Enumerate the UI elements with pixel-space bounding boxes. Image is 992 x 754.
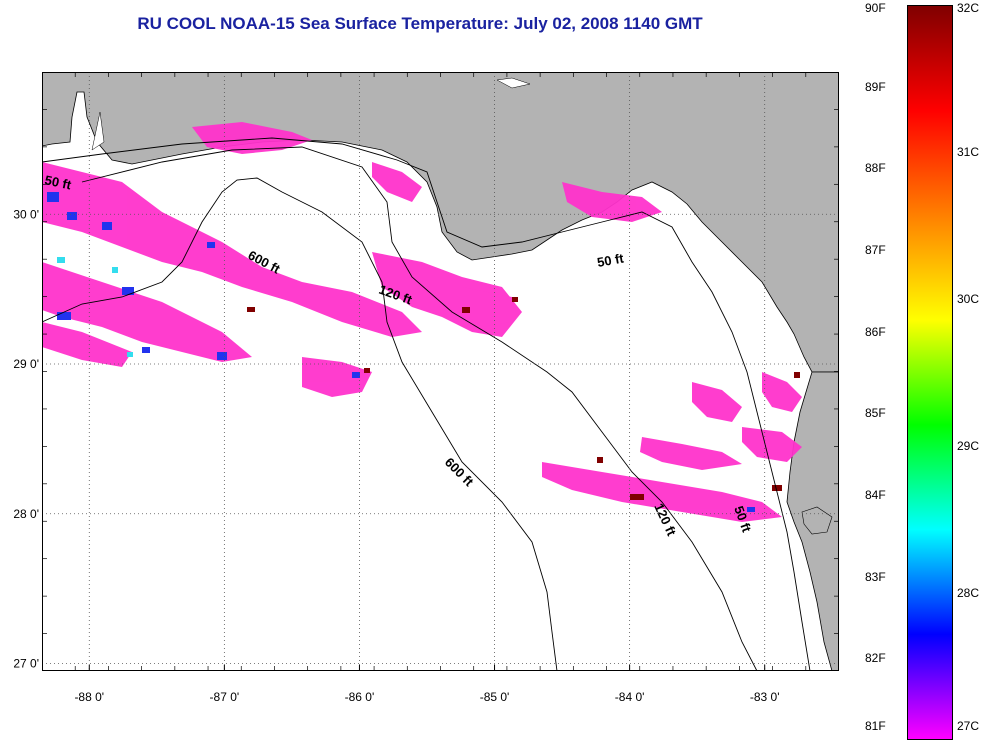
colorbar-f-label: 87F bbox=[865, 243, 886, 257]
isobath-contours bbox=[42, 137, 811, 671]
colorbar-gradient bbox=[907, 5, 953, 740]
contour-600ft bbox=[42, 177, 558, 671]
contour-label: 50 ft bbox=[596, 250, 626, 270]
lat-tick-label: 27 0' bbox=[13, 657, 39, 671]
colorbar-c-label: 29C bbox=[957, 439, 980, 453]
lat-tick-label: 28 0' bbox=[13, 507, 39, 521]
colorbar-f-label: 88F bbox=[865, 161, 886, 176]
contour-120ft bbox=[81, 146, 758, 671]
colorbar-f-label: 85F bbox=[865, 406, 886, 421]
lon-tick-label: -83 0' bbox=[750, 690, 780, 704]
colorbar-f-label: 82F bbox=[865, 651, 886, 666]
colorbar: 90F 89F 88F 87F 86F 85F 84F 83F 82F 81F 32C 31C 30C 2… bbox=[865, 1, 979, 740]
colorbar-f-label: 81F bbox=[865, 719, 886, 733]
chart-title: RU COOL NOAA-15 Sea Surface Temperature:… bbox=[137, 14, 703, 33]
contour-label: 50 ft bbox=[43, 172, 73, 192]
lat-tick-label: 30 0' bbox=[13, 207, 39, 221]
lon-tick-label: -84 0' bbox=[615, 690, 645, 704]
sst-cool-pixels bbox=[47, 192, 755, 512]
contour-50ft bbox=[42, 137, 811, 671]
colorbar-f-label: 90F bbox=[865, 1, 886, 15]
map-frame bbox=[42, 72, 839, 671]
lon-tick-label: -87 0' bbox=[210, 690, 240, 704]
colorbar-f-label: 86F bbox=[865, 324, 886, 339]
sst-map: 50 ft 600 ft 120 ft 50 ft 600 ft 120 ft … bbox=[42, 72, 839, 671]
lon-tick-label: -88 0' bbox=[74, 690, 104, 704]
colorbar-c-label: 32C bbox=[957, 1, 980, 15]
colorbar-c-label: 27C bbox=[957, 719, 980, 733]
land-island bbox=[801, 506, 833, 535]
colorbar-c-label: 31C bbox=[957, 145, 980, 159]
colorbar-f-label: 83F bbox=[865, 569, 886, 584]
sst-swaths bbox=[42, 122, 802, 522]
colorbar-f-label: 89F bbox=[865, 79, 886, 94]
colorbar-c-label: 30C bbox=[957, 292, 980, 306]
colorbar-f-label: 84F bbox=[865, 488, 886, 502]
lon-tick-label: -86 0' bbox=[345, 690, 375, 704]
colorbar-c-label: 28C bbox=[957, 586, 980, 600]
sst-cyan-pixels bbox=[57, 257, 133, 357]
sst-warm-pixels bbox=[247, 297, 800, 500]
lon-tick-label: -85 0' bbox=[480, 690, 510, 704]
lat-tick-label: 29 0' bbox=[13, 357, 39, 371]
